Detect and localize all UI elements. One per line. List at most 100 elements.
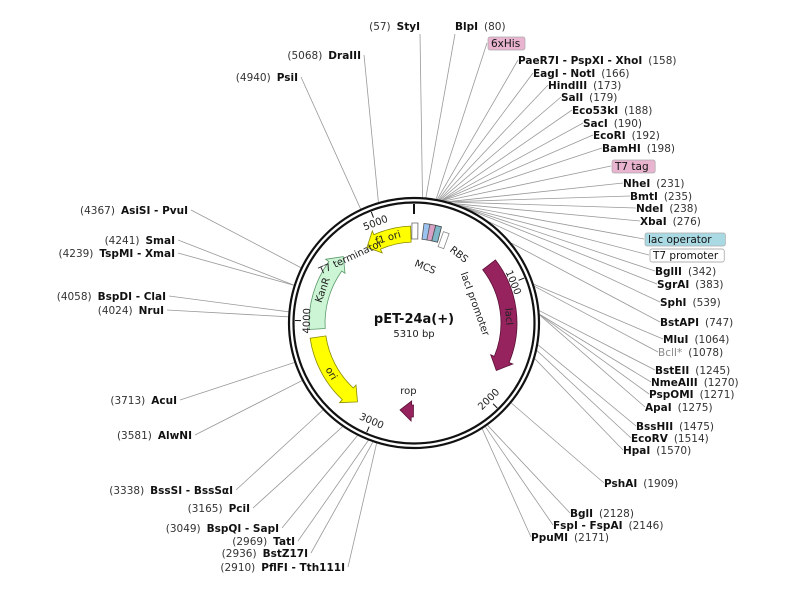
- site-label-smai[interactable]: (4241) SmaI: [105, 235, 175, 247]
- leader-line: [439, 84, 549, 200]
- leader-line: [252, 426, 343, 509]
- backbone-ring: [287, 196, 541, 450]
- site-label-nrui[interactable]: (4024) NruI: [98, 305, 164, 317]
- site-position: (3165): [188, 503, 223, 515]
- site-name: NdeI: [636, 203, 663, 215]
- site-label-bspqi-sapi[interactable]: (3049) BspQI - SapI: [166, 523, 279, 535]
- feature-box-label: T7 tag: [614, 161, 649, 173]
- site-label-apai[interactable]: ApaI (1275): [645, 402, 713, 414]
- leader-line: [310, 441, 374, 554]
- site-label-bcli-[interactable]: BclI* (1078): [658, 347, 723, 359]
- site-name: EcoRI: [593, 130, 626, 142]
- site-label-pspomi[interactable]: PspOMI (1271): [649, 389, 734, 401]
- site-label-sali[interactable]: SalI (179): [561, 92, 617, 104]
- site-name: NruI: [139, 305, 164, 317]
- site-label-alwni[interactable]: (3581) AlwNI: [117, 430, 192, 442]
- site-label-ndei[interactable]: NdeI (238): [636, 203, 698, 215]
- site-label-hpai[interactable]: HpaI (1570): [623, 445, 691, 457]
- site-name: PspOMI: [649, 389, 694, 401]
- site-name: TatI: [273, 536, 295, 548]
- leader-line: [437, 59, 519, 200]
- site-label-xbai[interactable]: XbaI (276): [640, 216, 701, 228]
- site-label-sgrai[interactable]: SgrAI (383): [657, 279, 724, 291]
- leader-line: [457, 204, 645, 240]
- site-label-psii[interactable]: (4940) PsiI: [236, 72, 298, 84]
- site-position: (342): [688, 266, 716, 278]
- site-label-bsshii[interactable]: BssHII (1475): [636, 421, 714, 433]
- feature-box-lac-operator[interactable]: [644, 232, 726, 247]
- site-label-nmeaiii[interactable]: NmeAIII (1270): [651, 377, 739, 389]
- feature-laci[interactable]: [482, 259, 518, 372]
- site-label-pflfi-tth111i[interactable]: (2910) PflFI - Tth111I: [220, 562, 345, 574]
- small-feature[interactable]: [437, 231, 450, 250]
- site-label-draiii[interactable]: (5068) DraIII: [287, 50, 361, 62]
- site-label-blpi[interactable]: BlpI (80): [455, 21, 506, 33]
- site-label-bgli[interactable]: BglI (2128): [570, 508, 634, 520]
- site-label-hindiii[interactable]: HindIII (173): [548, 80, 621, 92]
- small-feature[interactable]: [431, 224, 442, 243]
- site-label-bsssi-bsss-i[interactable]: (3338) BssSI - BssSαI: [109, 485, 233, 497]
- site-position: (158): [648, 55, 676, 67]
- leader-line: [297, 440, 369, 542]
- feature-box-t7-promoter[interactable]: [649, 248, 725, 263]
- site-label-eagi-noti[interactable]: EagI - NotI (166): [533, 68, 630, 80]
- site-label-pcii[interactable]: (3165) PciI: [188, 503, 250, 515]
- site-position: (238): [669, 203, 697, 215]
- site-label-ecori[interactable]: EcoRI (192): [593, 130, 660, 142]
- site-name: StyI: [397, 21, 420, 33]
- leader-line: [425, 33, 456, 198]
- site-label-acui[interactable]: (3713) AcuI: [110, 395, 177, 407]
- site-name: AcuI: [151, 395, 177, 407]
- leader-line: [441, 109, 573, 201]
- leader-line: [511, 402, 605, 484]
- site-label-styi[interactable]: (57) StyI: [369, 21, 420, 33]
- leader-line: [347, 443, 377, 568]
- site-name: PaeR7I - PspXI - XhoI: [518, 55, 642, 67]
- site-label-tati[interactable]: (2969) TatI: [232, 536, 295, 548]
- site-label-fspi-fspai[interactable]: FspI - FspAI (2146): [553, 520, 663, 532]
- feature-box-t7-tag[interactable]: [611, 159, 656, 174]
- site-label-paer7i-pspxi-xhoi[interactable]: PaeR7I - PspXI - XhoI (158): [518, 55, 676, 67]
- site-label-bspdi-clai[interactable]: (4058) BspDI - ClaI: [57, 291, 166, 303]
- leader-line: [487, 425, 571, 514]
- site-label-ecorv[interactable]: EcoRV (1514): [631, 433, 709, 445]
- site-label-bsteii[interactable]: BstEII (1245): [655, 365, 730, 377]
- site-label-bmti[interactable]: BmtI (235): [630, 191, 692, 203]
- site-label-nhei[interactable]: NheI (231): [623, 178, 685, 190]
- ring-outer: [287, 196, 541, 450]
- site-position: (1271): [700, 389, 735, 401]
- site-position: (2128): [599, 508, 634, 520]
- feature-f1-ori[interactable]: [366, 225, 412, 254]
- leader-line: [441, 122, 584, 201]
- site-label-saci[interactable]: SacI (190): [583, 118, 642, 130]
- feature-box-6xhis[interactable]: [487, 36, 526, 51]
- small-feature[interactable]: [411, 222, 419, 240]
- site-label-ppumi[interactable]: PpuMI (2171): [531, 532, 609, 544]
- site-label-pshai[interactable]: PshAI (1909): [604, 478, 678, 490]
- site-label-bstapi[interactable]: BstAPI (747): [660, 317, 733, 329]
- site-label-bstz17i[interactable]: (2936) BstZ17I: [222, 548, 308, 560]
- site-name: SphI: [660, 297, 686, 309]
- feature-ori[interactable]: [309, 335, 358, 404]
- site-label-tspmi-xmai[interactable]: (4239) TspMI - XmaI: [58, 248, 175, 260]
- site-position: (192): [632, 130, 660, 142]
- feature-kanr[interactable]: [308, 256, 346, 330]
- tick-label: 3000: [357, 412, 385, 432]
- feature-rop[interactable]: [399, 400, 414, 422]
- site-name: BstAPI: [660, 317, 699, 329]
- site-name: SacI: [583, 118, 608, 130]
- site-name: SalI: [561, 92, 583, 104]
- site-label-bglii[interactable]: BglII (342): [655, 266, 716, 278]
- site-label-eco53ki[interactable]: Eco53kI (188): [572, 105, 652, 117]
- feature-label: lacI promoter: [458, 271, 492, 338]
- site-label-asisi-pvui[interactable]: (4367) AsiSI - PvuI: [80, 205, 188, 217]
- site-label-mlui[interactable]: MluI (1064): [663, 334, 729, 346]
- site-position: (1909): [643, 478, 678, 490]
- site-position: (2910): [220, 562, 255, 574]
- site-position: (231): [656, 178, 684, 190]
- leader-line: [448, 201, 637, 209]
- site-name: HindIII: [548, 80, 587, 92]
- site-label-bamhi[interactable]: BamHI (198): [602, 143, 675, 155]
- site-name: EcoRV: [631, 433, 669, 445]
- site-label-sphi[interactable]: SphI (539): [660, 297, 721, 309]
